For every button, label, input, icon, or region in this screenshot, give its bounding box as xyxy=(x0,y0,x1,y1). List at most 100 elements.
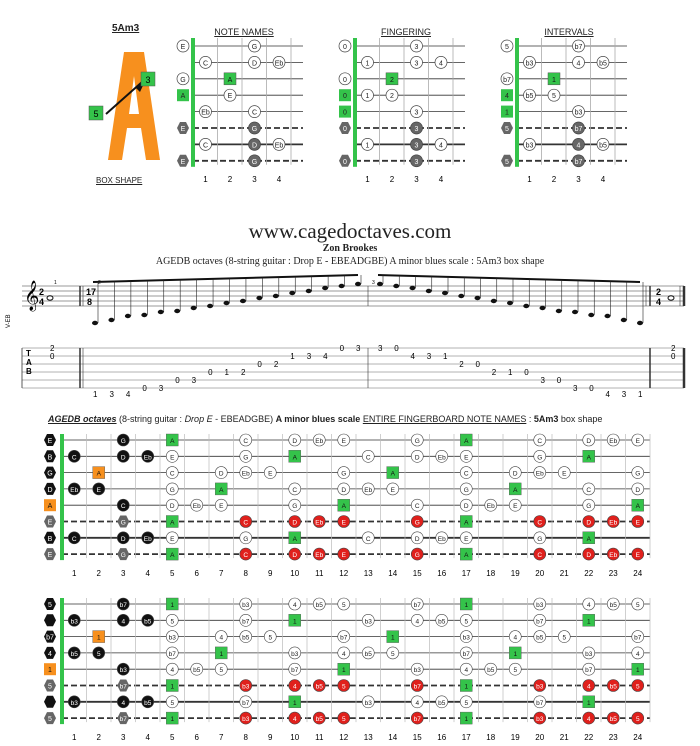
note-label: Eb xyxy=(438,536,446,543)
note-label: 1 xyxy=(464,684,468,691)
notehead xyxy=(588,312,595,318)
note-label: 4 xyxy=(439,142,443,149)
note-label: 5 xyxy=(342,716,346,723)
note-box xyxy=(460,433,473,447)
open-note-label: E xyxy=(48,520,53,527)
nut xyxy=(353,38,357,167)
note-circle xyxy=(631,630,645,643)
note-circle xyxy=(533,531,547,545)
note-label: b3 xyxy=(71,618,79,625)
fingering-heading: FINGERING xyxy=(380,27,431,37)
note-circle xyxy=(361,88,374,102)
note-circle xyxy=(557,630,571,643)
note-circle xyxy=(582,433,596,447)
beam xyxy=(377,274,641,283)
tab-digit: 0 xyxy=(524,368,529,377)
tab-digit: 3 xyxy=(192,376,197,385)
note-label: 1 xyxy=(366,60,370,67)
note-label: 1 xyxy=(170,602,174,609)
note-box xyxy=(166,597,179,611)
note-circle xyxy=(533,695,547,709)
note-label: Eb xyxy=(242,471,250,478)
tab-digit: 0 xyxy=(257,360,262,369)
fret-number: 16 xyxy=(437,569,446,578)
tab-digit: 1 xyxy=(93,390,98,398)
note-box xyxy=(215,482,228,496)
tab-digit: 0 xyxy=(142,384,147,393)
note-label: A xyxy=(513,487,518,494)
notehead xyxy=(190,305,197,311)
tab-digit: 0 xyxy=(208,368,213,377)
note-label: G xyxy=(121,552,126,559)
note-label: C xyxy=(537,552,542,559)
note-box xyxy=(582,695,595,709)
note-label: 4 xyxy=(577,142,581,149)
author: Zon Brookes xyxy=(322,243,378,254)
notehead xyxy=(637,320,643,326)
note-box xyxy=(92,466,105,479)
nut xyxy=(515,38,519,167)
note-circle xyxy=(361,56,374,69)
note-label: A xyxy=(293,454,298,461)
note-circle xyxy=(459,466,473,479)
note-circle xyxy=(410,105,423,118)
note-box xyxy=(92,630,105,643)
box-shape-left-finger-box xyxy=(88,105,104,121)
tab-digit: 0 xyxy=(340,344,345,353)
note-label: E xyxy=(464,536,469,543)
open-note-label: 4 xyxy=(505,93,509,100)
note-circle xyxy=(631,482,645,496)
note-circle xyxy=(361,449,375,463)
note-label: 1 xyxy=(366,142,370,149)
note-label: C xyxy=(292,487,297,494)
note-label: D xyxy=(464,503,469,510)
note-box xyxy=(460,547,473,561)
note-circle xyxy=(165,449,179,463)
box-shape-right-finger: 3 xyxy=(145,75,150,85)
tab-digit: 2 xyxy=(492,368,497,377)
note-label: G xyxy=(170,487,175,494)
note-box xyxy=(215,646,228,660)
notehead-half xyxy=(46,295,54,301)
note-label: A xyxy=(219,487,224,494)
fret-number: 15 xyxy=(413,569,422,578)
note-label: b3 xyxy=(575,110,583,117)
note-label: A xyxy=(636,503,641,510)
open-note-hex xyxy=(44,515,56,528)
note-circle xyxy=(606,711,620,725)
open-note-label: A xyxy=(181,93,186,100)
note-label: A xyxy=(170,438,175,445)
box-shape-letter-a-hole xyxy=(129,76,139,114)
note-label: A xyxy=(587,454,592,461)
tab-digit: 0 xyxy=(394,344,399,353)
note-circle xyxy=(239,449,253,463)
fret-number: 23 xyxy=(609,569,618,578)
open-note-label: 5 xyxy=(505,159,509,166)
note-label: D xyxy=(513,471,518,478)
note-circle xyxy=(572,105,585,118)
note-circle xyxy=(410,121,423,135)
note-label: 4 xyxy=(636,651,640,658)
note-label: b7 xyxy=(242,618,250,625)
open-note-label: 0 xyxy=(343,159,347,166)
note-circle xyxy=(434,138,448,151)
note-label: G xyxy=(341,471,346,478)
note-circle xyxy=(165,498,179,512)
open-note-hex xyxy=(44,434,56,446)
note-label: C xyxy=(252,110,257,117)
notehead xyxy=(523,303,530,309)
open-note-hex xyxy=(44,450,56,463)
notehead xyxy=(289,290,296,296)
tab-digit: 4 xyxy=(126,390,131,398)
note-hex xyxy=(117,679,130,692)
note-box xyxy=(582,450,595,463)
fret-number: 9 xyxy=(268,733,273,742)
note-circle xyxy=(596,56,610,69)
note-label: C xyxy=(203,142,208,149)
note-label: G xyxy=(252,44,257,51)
note-label: 3 xyxy=(415,142,419,149)
note-circle xyxy=(239,597,253,611)
tab-label: T xyxy=(26,349,31,358)
fret-number: 13 xyxy=(364,569,373,578)
note-circle xyxy=(435,695,449,709)
